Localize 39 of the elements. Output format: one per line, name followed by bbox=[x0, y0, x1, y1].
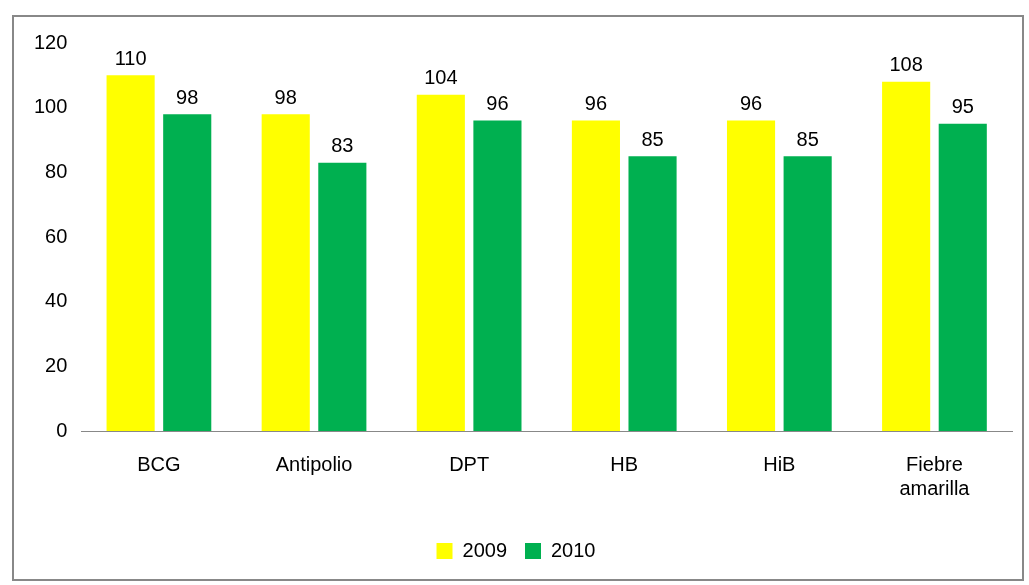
legend-label: 2009 bbox=[462, 538, 508, 561]
bar bbox=[882, 81, 931, 431]
x-tick-label: HB bbox=[610, 452, 639, 475]
bar bbox=[416, 94, 465, 431]
y-tick-label: 80 bbox=[45, 159, 68, 182]
data-label: 96 bbox=[739, 92, 763, 115]
x-tick-label: Fiebre amarilla bbox=[899, 452, 971, 499]
y-tick-label: 120 bbox=[33, 30, 68, 53]
y-tick-label: 20 bbox=[45, 353, 68, 376]
data-label: 110 bbox=[114, 46, 147, 69]
bar bbox=[318, 162, 367, 431]
data-label: 83 bbox=[331, 134, 354, 157]
data-label: 85 bbox=[641, 127, 664, 150]
y-tick-label: 60 bbox=[45, 224, 68, 247]
bar bbox=[473, 120, 522, 431]
x-tick-label: DPT bbox=[449, 452, 490, 475]
x-tick-label: BCG bbox=[137, 452, 181, 475]
bar bbox=[571, 120, 620, 431]
data-label: 98 bbox=[176, 85, 199, 108]
bar bbox=[938, 123, 987, 431]
bar bbox=[163, 114, 212, 431]
bar bbox=[106, 75, 155, 431]
bar bbox=[261, 114, 310, 431]
legend-label: 2010 bbox=[551, 538, 596, 561]
y-tick-label: 100 bbox=[33, 95, 68, 118]
data-label: 95 bbox=[951, 95, 974, 118]
bar bbox=[628, 156, 677, 431]
data-label: 96 bbox=[486, 92, 509, 115]
y-tick-label: 0 bbox=[56, 418, 68, 441]
x-tick-label: HiB bbox=[763, 452, 796, 475]
data-label: 108 bbox=[889, 53, 923, 76]
data-label: 98 bbox=[274, 85, 297, 108]
y-tick-label: 40 bbox=[45, 289, 68, 312]
x-tick-label: Antipolio bbox=[275, 452, 353, 475]
data-label: 85 bbox=[796, 127, 819, 150]
data-label: 96 bbox=[584, 92, 608, 115]
data-label: 104 bbox=[424, 66, 458, 89]
bar bbox=[783, 156, 832, 431]
bar bbox=[726, 120, 776, 431]
